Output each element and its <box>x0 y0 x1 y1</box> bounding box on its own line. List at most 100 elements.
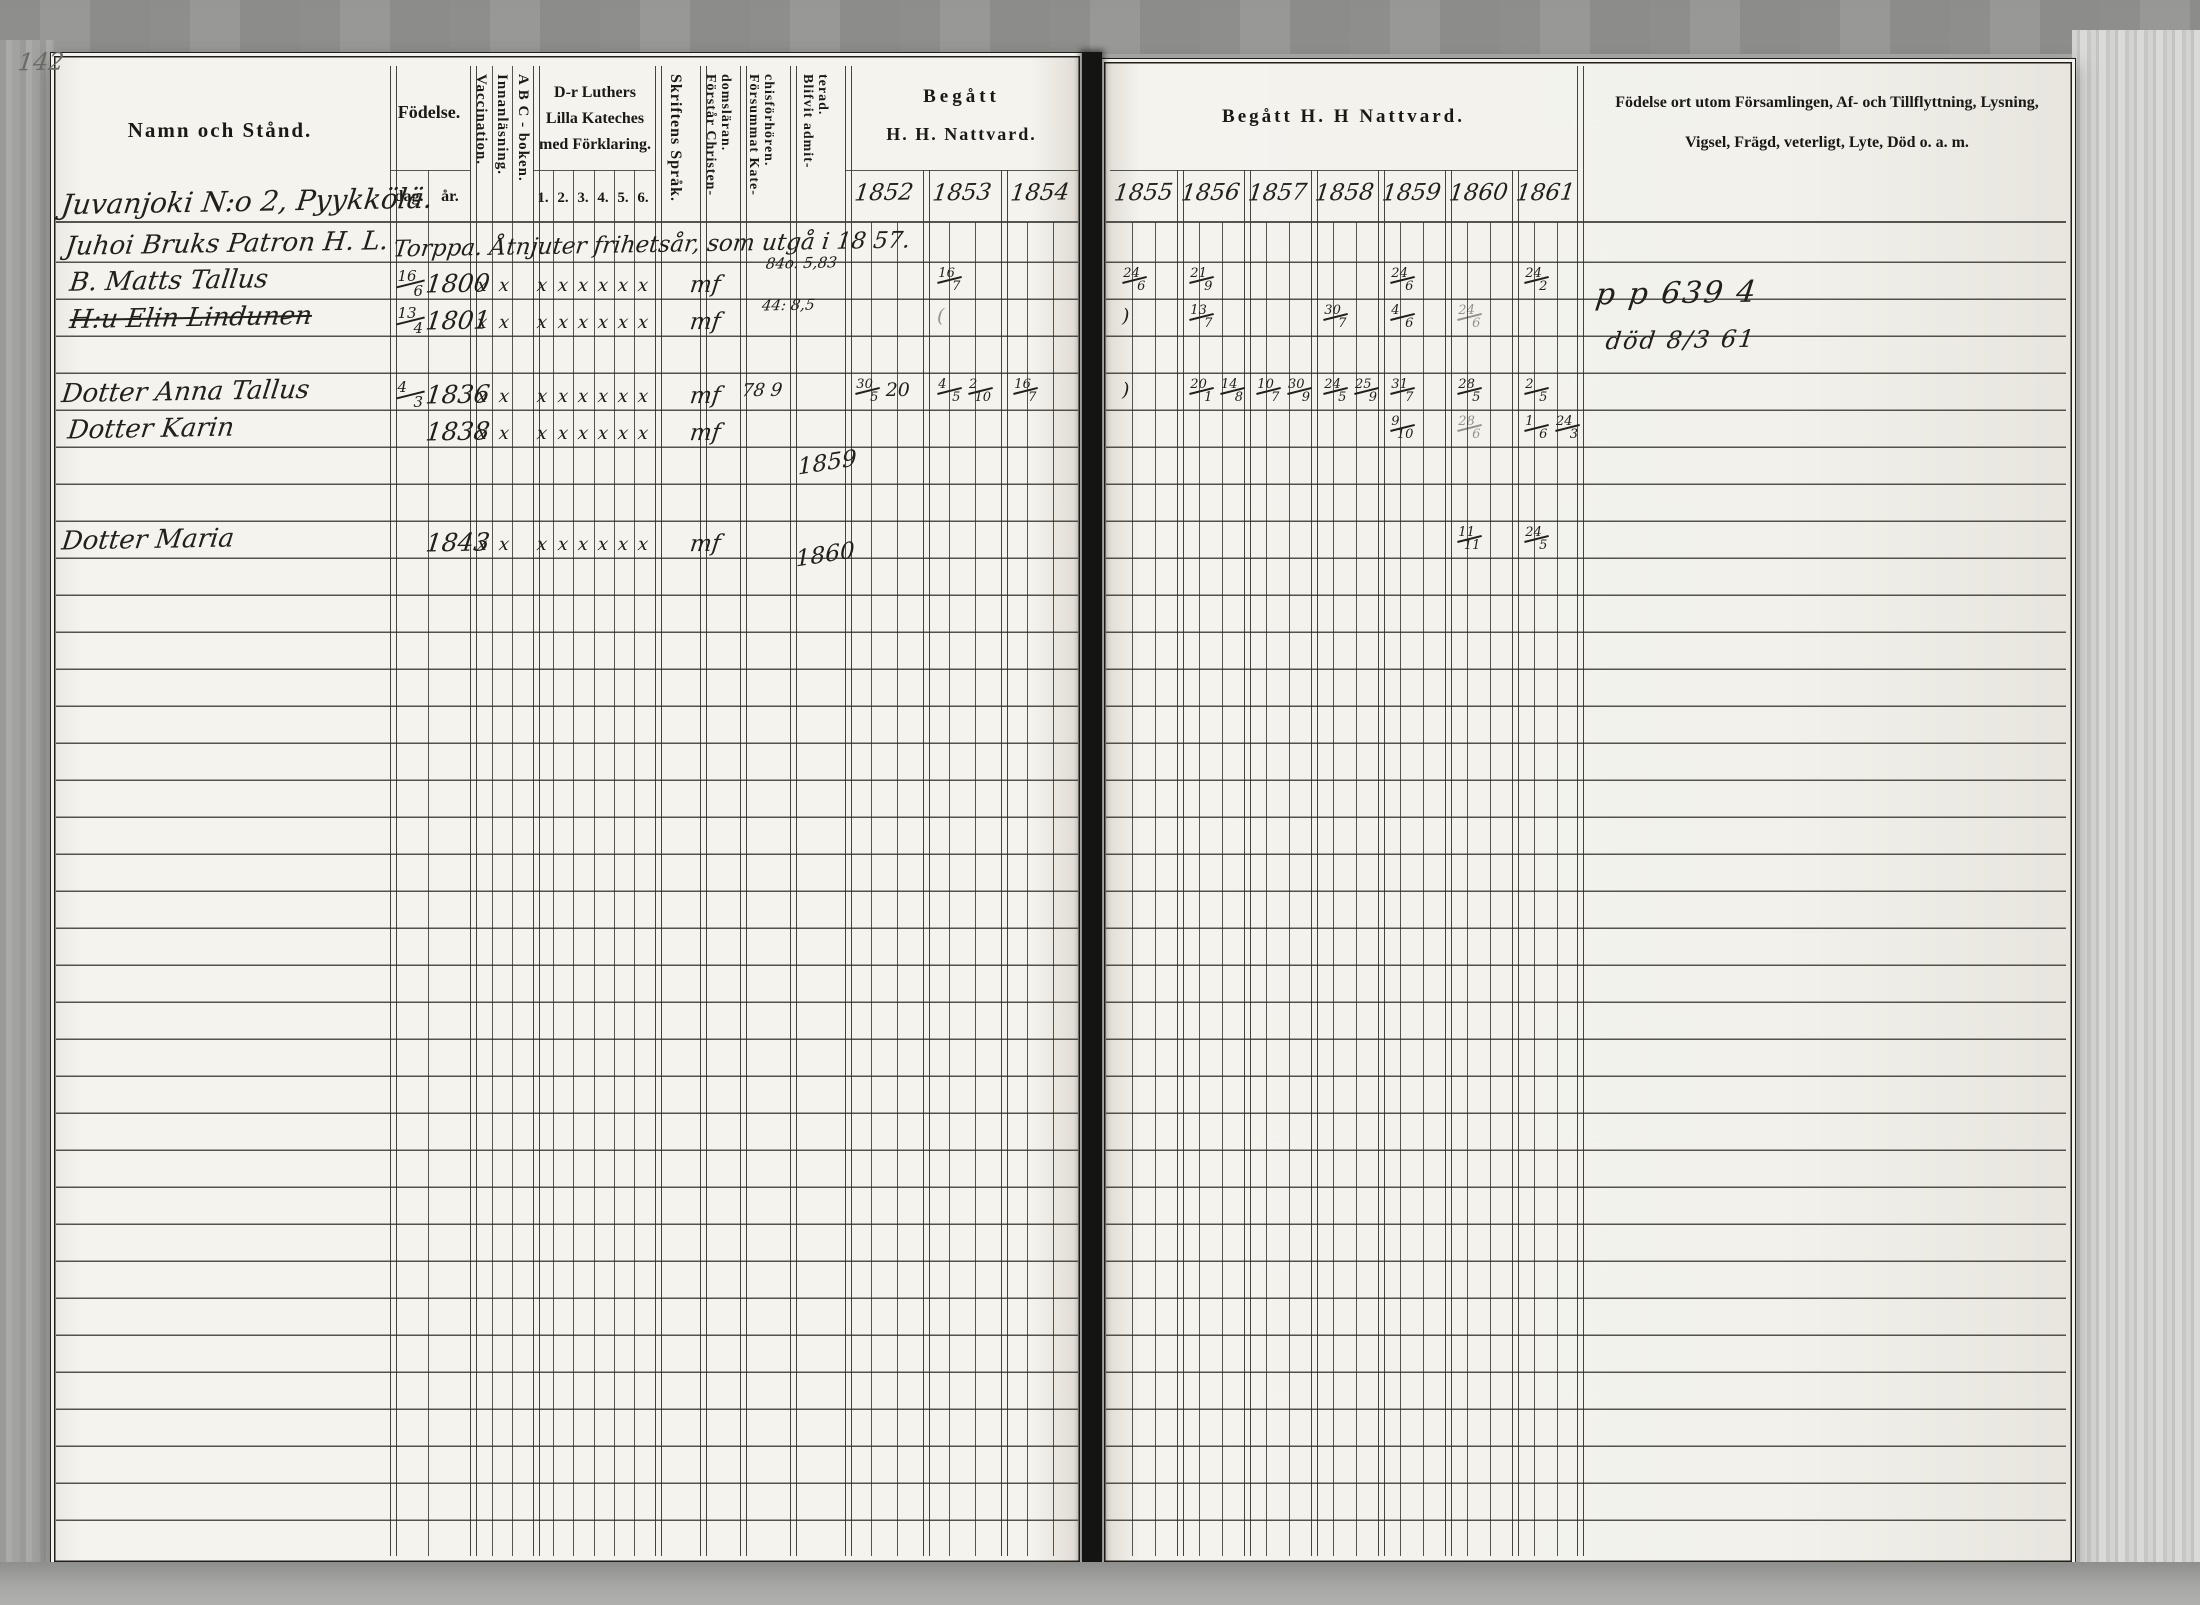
column-header-catechism: D-r Luthers Lilla Kateches med Förklarin… <box>539 84 651 153</box>
communion-mark: 30 9 <box>1286 377 1312 405</box>
communion-mark: 31 7 <box>1390 377 1415 405</box>
communion-mark: 25 9 <box>1353 377 1379 405</box>
header-sub-rule <box>1110 170 1577 172</box>
header-sub-rule <box>533 170 655 172</box>
communion-mark: 24 2 <box>1524 266 1549 294</box>
communion-marks: 28 5 <box>1457 377 1482 405</box>
column-header-communion-left-2: H. H. Nattvard. <box>886 124 1037 144</box>
communion-marks: 24 6 <box>1390 266 1415 294</box>
record-name: Dotter Maria <box>59 523 236 557</box>
column-header-vaccination: Vaccination. <box>473 74 489 166</box>
year-label: 1852 <box>853 179 915 207</box>
margin-note: p p 639 4 <box>1593 274 1760 313</box>
communion-mark: 20 <box>885 379 910 401</box>
communion-marks: 1 6 24 3 <box>1524 414 1580 442</box>
communion-marks: 13 7 <box>1189 304 1214 330</box>
communion-marks: 9 10 <box>1390 415 1415 441</box>
column-header-understands: Förstår Christen- domsläran. <box>703 74 733 197</box>
communion-mark: 20 1 <box>1189 377 1214 405</box>
communion-mark: 24 5 <box>1323 377 1348 405</box>
record-small-note: 84o. 5,83 <box>764 253 838 273</box>
year-label: 1853 <box>931 179 993 207</box>
communion-mark: 10 7 <box>1256 377 1281 405</box>
communion-marks: 24 5 <box>1524 526 1549 552</box>
column-header-admitted: Blifvit admit- terad. <box>800 74 830 169</box>
location-entry: Juvanjoki N:o 2, Pyykkölä. <box>59 181 435 222</box>
communion-marks: 16 7 <box>937 266 962 294</box>
communion-mark: 24 6 <box>1457 303 1482 331</box>
communion-marks: 30 5 20 <box>855 378 910 404</box>
communion-marks: 21 9 <box>1189 267 1214 293</box>
script-language-mark: mf <box>688 382 722 410</box>
year-label: 1855 <box>1112 179 1175 207</box>
book-binding-edge <box>0 40 54 1580</box>
column-header-script-language: Skriftens Språk. <box>667 74 684 203</box>
communion-marks: 16 7 <box>1013 377 1038 405</box>
year-label: 1859 <box>1380 179 1443 207</box>
communion-marks: 24 6 <box>1122 266 1147 294</box>
year-label: 1854 <box>1009 179 1071 207</box>
communion-marks: 20 1 14 8 <box>1189 377 1245 405</box>
communion-marks: 11 11 <box>1457 525 1482 553</box>
column-header-communion-right: Begått H. H Nattvard. <box>1222 106 1465 127</box>
year-label: 1857 <box>1246 179 1309 207</box>
column-header-catechism-1: 1. <box>537 190 549 206</box>
column-header-notes-1: Födelse ort utom Församlingen, Af- och T… <box>1615 94 2039 111</box>
communion-mark: 11 11 <box>1457 525 1482 553</box>
column-header-reading: Innanläsning. <box>494 74 510 175</box>
communion-marks: 4 5 2 10 <box>937 377 993 405</box>
column-header-abc-book: A B C - boken. <box>515 74 531 182</box>
communion-mark: 16 7 <box>1013 377 1038 405</box>
communion-marks: ( <box>937 305 944 327</box>
communion-marks: 16 6 <box>396 267 425 301</box>
communion-mark: ) <box>1122 305 1130 327</box>
communion-mark: 24 6 <box>1122 266 1147 294</box>
communion-mark: 28 5 <box>1457 377 1482 405</box>
script-language-mark: mf <box>688 308 722 336</box>
communion-mark: 16 6 <box>396 267 425 301</box>
column-header-name: Namn och Stånd. <box>127 118 313 142</box>
record-name: Dotter Karin <box>65 412 236 446</box>
communion-marks: 31 7 <box>1390 377 1415 405</box>
record-name: H:u Elin Lindunen <box>67 300 314 336</box>
communion-marks: ) <box>1122 305 1129 327</box>
year-label: 1861 <box>1514 179 1577 207</box>
communion-mark: 28 6 <box>1457 414 1482 442</box>
column-header-catechism-6: 6. <box>637 190 649 206</box>
communion-marks: 28 6 <box>1457 414 1482 442</box>
record-name: Dotter Anna Tallus <box>59 374 312 410</box>
communion-marks: 24 2 <box>1524 266 1549 294</box>
communion-marks: 24 6 <box>1457 303 1482 331</box>
communion-mark: 14 8 <box>1219 377 1245 405</box>
header-bottom-rule <box>1106 221 2066 223</box>
scan-top-edge <box>0 0 2200 54</box>
communion-marks: 24 5 25 9 <box>1323 377 1379 405</box>
communion-marks: 10 7 30 9 <box>1256 377 1312 405</box>
script-language-mark: mf <box>688 419 722 447</box>
communion-marks: 30 7 <box>1323 304 1348 330</box>
communion-mark: 16 7 <box>937 266 962 294</box>
communion-mark: 24 3 <box>1554 414 1580 442</box>
year-label: 1856 <box>1179 179 1242 207</box>
column-header-birth-year: år. <box>441 188 459 205</box>
scan-bottom-shadow <box>0 1562 2200 1605</box>
ruled-lines-left <box>56 226 1078 1556</box>
communion-mark: 24 6 <box>1390 266 1415 294</box>
header-bottom-rule <box>56 221 1078 223</box>
column-header-notes-2: Vigsel, Frägd, veterligt, Lyte, Död o. a… <box>1685 134 1969 151</box>
year-label: 1860 <box>1447 179 1510 207</box>
column-header-catechism-5: 5. <box>617 190 629 206</box>
missed-catechism-note: 78 9 <box>740 379 784 402</box>
column-header-communion-left-1: Begått <box>923 86 1000 107</box>
record-name: Juhoi Bruks Patron H. L. <box>63 226 391 262</box>
communion-mark: 13 4 <box>396 304 425 338</box>
communion-mark: ( <box>937 305 945 327</box>
